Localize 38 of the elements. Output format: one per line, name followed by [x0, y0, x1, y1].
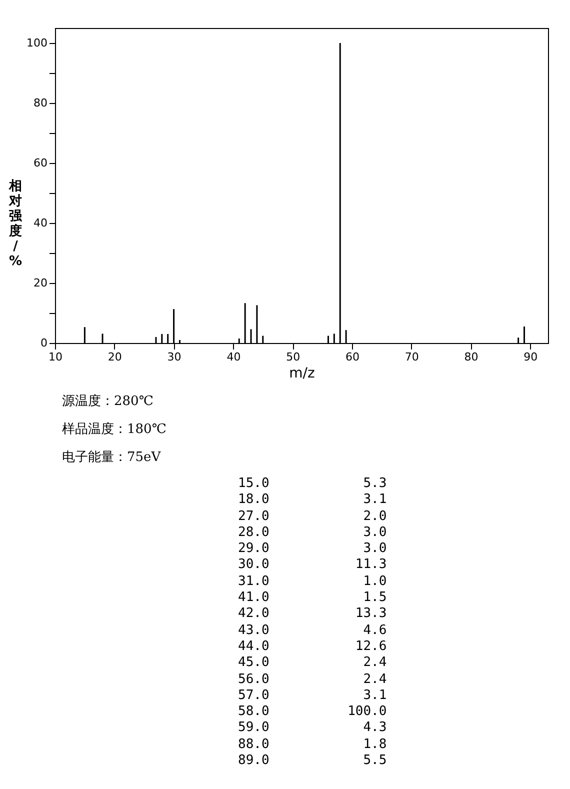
- text: 59.0 4.3: [238, 720, 388, 737]
- x-tick-label: 20: [108, 350, 122, 364]
- text: 42.0 13.3: [238, 606, 388, 623]
- y-tick-label: 80: [34, 96, 48, 110]
- x-tick-label: 30: [167, 350, 182, 364]
- text: 源温度：280℃: [62, 393, 154, 411]
- y-tick-label: 20: [34, 276, 48, 290]
- y-tick-label: 0: [40, 336, 48, 350]
- x-tick-label: 60: [345, 350, 360, 364]
- text: 57.0 3.1: [238, 688, 388, 704]
- x-tick-label: 80: [464, 350, 478, 364]
- text: 29.0 3.0: [238, 541, 388, 558]
- text: 41.0 1.5: [238, 590, 388, 606]
- text: 15.0 5.3: [238, 476, 388, 492]
- text: 56.0 2.4: [238, 672, 388, 688]
- y-tick-label: 100: [26, 36, 48, 50]
- text: 89.0 5.5: [238, 753, 388, 770]
- x-tick-label: 90: [524, 350, 538, 364]
- y-tick-label: 40: [34, 216, 48, 230]
- text: 43.0 4.6: [238, 622, 388, 639]
- x-tick-label: 50: [286, 350, 300, 364]
- text: 样品温度：180℃: [62, 421, 168, 439]
- text: 电子能量：75eV: [62, 449, 162, 467]
- text: 88.0 1.8: [238, 736, 388, 754]
- x-tick-label: 70: [404, 350, 419, 364]
- text: 58.0 100.0: [238, 704, 388, 720]
- text: 45.0 2.4: [238, 655, 388, 672]
- text: 30.0 11.3: [238, 557, 388, 574]
- text: 27.0 2.0: [238, 508, 388, 525]
- y-axis-title: 相对强度/%: [8, 179, 23, 269]
- y-tick-label: 60: [34, 156, 48, 170]
- x-tick-label: 40: [226, 350, 241, 364]
- text: 28.0 3.0: [238, 524, 388, 542]
- text: 18.0 3.1: [238, 492, 388, 509]
- x-axis-title: m/z: [289, 366, 315, 382]
- text: 44.0 12.6: [238, 638, 388, 656]
- text: 31.0 1.0: [238, 574, 388, 590]
- x-tick-label: 10: [48, 350, 62, 364]
